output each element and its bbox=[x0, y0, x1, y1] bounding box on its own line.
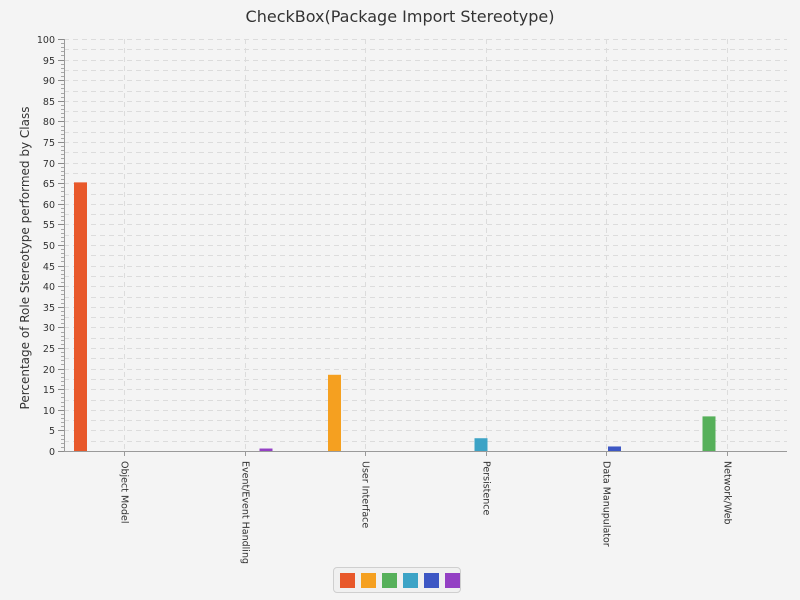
x-tick-label: Persistence bbox=[481, 461, 492, 515]
y-tick-label: 100 bbox=[37, 35, 55, 46]
chart-title: CheckBox(Package Import Stereotype) bbox=[245, 7, 555, 26]
legend bbox=[333, 567, 461, 593]
y-tick-label: 50 bbox=[43, 241, 55, 252]
y-tick-label: 80 bbox=[43, 117, 55, 128]
y-tick-label: 60 bbox=[43, 200, 55, 211]
y-tick-label: 65 bbox=[43, 179, 55, 190]
legend-swatch bbox=[382, 573, 397, 588]
legend-swatch bbox=[445, 573, 460, 588]
bar bbox=[608, 446, 621, 451]
bar bbox=[328, 374, 341, 451]
y-tick-label: 5 bbox=[49, 426, 55, 437]
x-tick-label: Event/Event Handling bbox=[240, 461, 251, 564]
y-tick-label: 85 bbox=[43, 97, 55, 108]
x-tick-label: Network/Web bbox=[722, 461, 733, 525]
y-tick-label: 75 bbox=[43, 138, 55, 149]
x-tick-label: Data Manupulator bbox=[601, 461, 612, 547]
y-tick-label: 70 bbox=[43, 159, 55, 170]
legend-swatch bbox=[340, 573, 355, 588]
legend-swatch bbox=[361, 573, 376, 588]
y-tick-label: 55 bbox=[43, 220, 55, 231]
y-tick-label: 25 bbox=[43, 344, 55, 355]
bar bbox=[74, 182, 87, 451]
y-tick-label: 10 bbox=[43, 406, 55, 417]
y-tick-label: 40 bbox=[43, 282, 55, 293]
y-tick-label: 20 bbox=[43, 365, 55, 376]
y-tick-label: 95 bbox=[43, 56, 55, 67]
y-tick-label: 30 bbox=[43, 323, 55, 334]
bar bbox=[702, 416, 716, 451]
legend-swatch bbox=[424, 573, 439, 588]
bar bbox=[259, 448, 273, 451]
y-tick-label: 90 bbox=[43, 76, 55, 87]
x-tick-label: Object Model bbox=[119, 461, 130, 523]
y-tick-label: 0 bbox=[49, 447, 55, 458]
legend-swatch bbox=[403, 573, 418, 588]
y-tick-label: 15 bbox=[43, 385, 55, 396]
y-tick-label: 45 bbox=[43, 262, 55, 273]
y-tick-label: 35 bbox=[43, 303, 55, 314]
bar bbox=[474, 438, 488, 451]
x-tick-label: User Interface bbox=[360, 461, 371, 528]
